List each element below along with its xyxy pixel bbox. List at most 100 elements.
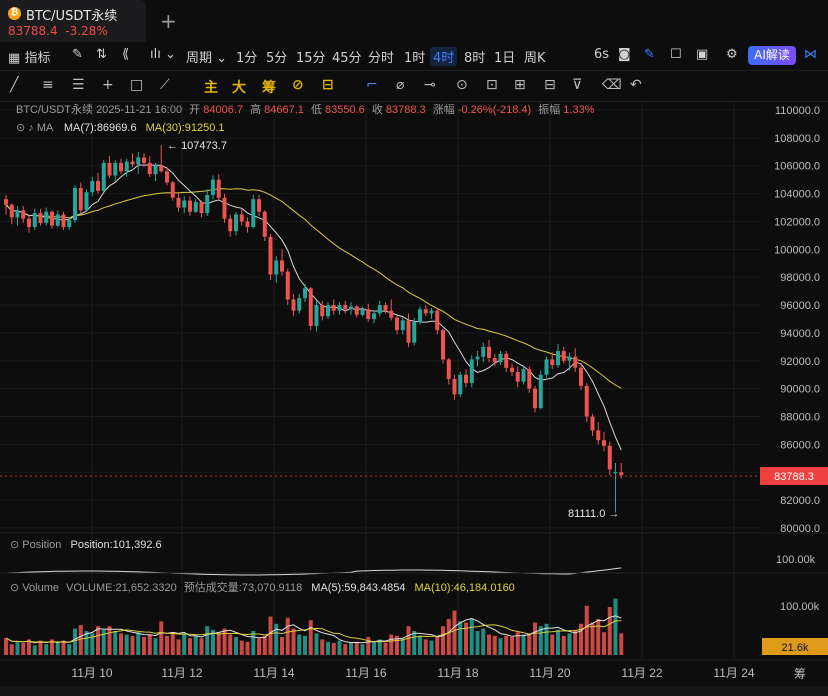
candle-body bbox=[222, 197, 227, 219]
line-tool-icon[interactable]: ╱ bbox=[10, 77, 19, 93]
volume-bar bbox=[567, 633, 572, 655]
candle-body bbox=[429, 310, 434, 314]
interval-8h[interactable]: 8时 bbox=[464, 51, 486, 66]
candle-body bbox=[176, 197, 181, 208]
x-tick-label: 11月 18 bbox=[437, 666, 478, 680]
volume-bar bbox=[596, 619, 601, 655]
interval-week[interactable]: 周K bbox=[524, 51, 546, 66]
add-tab-icon[interactable]: + bbox=[160, 9, 177, 33]
filter-icon[interactable]: ⊽ bbox=[572, 77, 583, 93]
horizontal-line-icon[interactable]: + bbox=[102, 77, 114, 93]
brush-icon[interactable]: ⟋ bbox=[160, 77, 170, 93]
hide-icon[interactable]: ⊙ bbox=[456, 77, 468, 93]
volume-bar bbox=[475, 631, 480, 655]
volume-bar bbox=[343, 644, 348, 655]
volume-bar bbox=[429, 640, 434, 655]
candle-body bbox=[119, 162, 123, 172]
candle-body bbox=[50, 211, 54, 226]
fold-icon[interactable]: ⟪ bbox=[122, 47, 130, 62]
candle-body bbox=[280, 260, 284, 272]
share-icon[interactable]: ⋈ bbox=[804, 47, 817, 62]
volume-bar bbox=[452, 610, 457, 655]
candle-body bbox=[418, 309, 422, 322]
candle-body bbox=[136, 157, 141, 165]
volume-bar bbox=[492, 635, 497, 655]
drawing-toggle-icon[interactable]: ✎ bbox=[72, 47, 83, 62]
candle-body bbox=[78, 188, 83, 211]
chart-toolbar: ▦ 指标 ✎ ⇅ ⟪ ılı ⌄ 周期 ⌄ 1分 5分 15分 45分 分时 1… bbox=[0, 42, 828, 71]
ma7-path bbox=[5, 164, 622, 451]
interval-1m[interactable]: 1分 bbox=[236, 51, 258, 66]
volume-bar bbox=[15, 641, 20, 655]
volume-bar bbox=[32, 645, 37, 655]
volume-bar bbox=[38, 640, 43, 655]
compare-icon[interactable]: ⇅ bbox=[96, 47, 107, 62]
volume-bar bbox=[607, 607, 612, 655]
rectangle-icon[interactable]: □ bbox=[130, 77, 144, 93]
fib-lines-icon[interactable]: ☰ bbox=[72, 77, 85, 93]
camera-icon[interactable]: ◙ bbox=[618, 47, 631, 62]
interval-timeshare[interactable]: 分时 bbox=[368, 51, 395, 66]
lock-icon[interactable]: ⊸ bbox=[424, 77, 436, 93]
note-icon[interactable]: ⊞ bbox=[514, 77, 526, 93]
interval-4h[interactable]: 4时 bbox=[430, 47, 458, 66]
layout-icon[interactable]: ▣ bbox=[696, 47, 709, 62]
chip-button[interactable]: 筹 bbox=[262, 80, 276, 96]
candle-body bbox=[291, 299, 296, 311]
candle-body bbox=[170, 182, 175, 198]
interval-15m[interactable]: 15分 bbox=[296, 51, 326, 66]
interval-45m[interactable]: 45分 bbox=[332, 51, 362, 66]
volume-bar bbox=[285, 617, 290, 655]
pen-icon[interactable]: ✎ bbox=[644, 47, 655, 62]
magnet-icon[interactable]: ⌐ bbox=[366, 77, 378, 93]
clipboard-icon[interactable]: ⊟ bbox=[544, 77, 556, 93]
volume-bar bbox=[193, 635, 198, 655]
candle-body bbox=[262, 211, 267, 237]
candle-body bbox=[216, 179, 221, 198]
big-order-button[interactable]: 大 bbox=[232, 80, 246, 96]
eraser-icon[interactable]: ⌀ bbox=[396, 77, 405, 93]
price-chart[interactable]: 80000.082000.084000.086000.088000.090000… bbox=[0, 101, 828, 686]
candle-body bbox=[567, 356, 572, 361]
undo-icon[interactable]: ↶ bbox=[630, 77, 642, 93]
candle-body bbox=[607, 445, 612, 470]
y-tick-label: 94000.0 bbox=[780, 328, 820, 340]
ma-info: ⊙ ♪ MA MA(7):86969.6 MA(30):91250.1 bbox=[16, 122, 225, 134]
ruler-icon[interactable]: ⊟ bbox=[322, 77, 334, 93]
period-button[interactable]: 周期 ⌄ bbox=[186, 51, 228, 66]
delete-icon[interactable]: ⌫ bbox=[602, 77, 622, 93]
edit-icon[interactable]: ☐ bbox=[670, 47, 682, 62]
candle-body bbox=[533, 388, 537, 409]
candle-body bbox=[400, 320, 405, 331]
collapse-icon: ⊙ bbox=[10, 582, 19, 594]
ai-analysis-button[interactable]: AI解读 bbox=[748, 46, 796, 65]
y-tick-label: 106000.0 bbox=[774, 161, 820, 173]
volume-bar bbox=[101, 629, 106, 655]
trash-small-icon[interactable]: ⊡ bbox=[486, 77, 498, 93]
indicator-button[interactable]: ▦ 指标 bbox=[8, 51, 51, 66]
volume-bar bbox=[320, 639, 325, 655]
volume-bar bbox=[268, 616, 273, 655]
y-tick-label: 102000.0 bbox=[774, 216, 820, 228]
candle-body bbox=[257, 199, 261, 212]
volume-bar bbox=[303, 635, 307, 655]
candle-body bbox=[55, 214, 60, 226]
chart-type-button[interactable]: ılı ⌄ bbox=[150, 47, 176, 62]
parallel-lines-icon[interactable]: ≡ bbox=[42, 77, 54, 93]
refresh-seconds[interactable]: 6s bbox=[594, 47, 610, 62]
pattern-icon[interactable]: ⊘ bbox=[292, 77, 304, 93]
y-tick-label: 100000.0 bbox=[774, 244, 820, 256]
tab-btc-usdt[interactable]: ₿ BTC/USDT永续 83788.4 -3.28% bbox=[0, 0, 146, 42]
volume-bar bbox=[584, 605, 589, 655]
settings-gear-icon[interactable]: ⚙ bbox=[726, 47, 738, 62]
volume-bar bbox=[96, 626, 100, 655]
interval-1h[interactable]: 1时 bbox=[404, 51, 426, 66]
volume-bar bbox=[251, 631, 256, 655]
volume-bar bbox=[464, 622, 468, 655]
candle-body bbox=[354, 306, 359, 315]
interval-5m[interactable]: 5分 bbox=[266, 51, 288, 66]
candle-body bbox=[44, 211, 49, 223]
main-indicator-button[interactable]: 主 bbox=[204, 80, 218, 96]
volume-bar bbox=[222, 628, 227, 655]
interval-1d[interactable]: 1日 bbox=[494, 51, 516, 66]
